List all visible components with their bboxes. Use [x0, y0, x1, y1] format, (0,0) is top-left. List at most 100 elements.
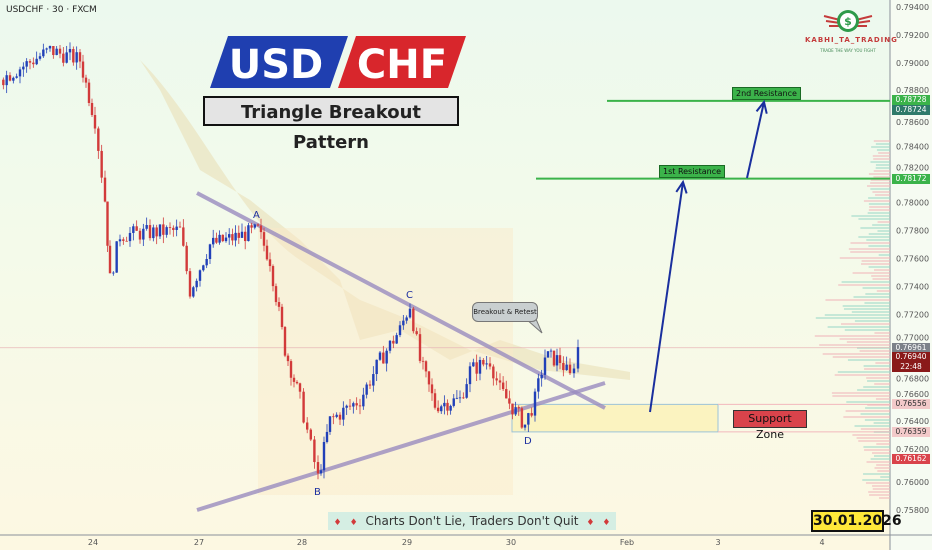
volume-profile-bar — [814, 335, 890, 337]
time-tick: 24 — [88, 538, 98, 547]
price-label: 0.76556 — [892, 399, 930, 410]
target-2-arrow-head — [755, 99, 768, 114]
candle-body — [306, 422, 309, 430]
candle-body — [175, 226, 178, 230]
candle-body — [530, 413, 533, 416]
candle-body — [408, 308, 412, 318]
candle-body — [198, 270, 202, 281]
candle-body — [271, 266, 275, 287]
candle-body — [316, 462, 320, 474]
dollar-coin-wings-icon: $ — [823, 10, 873, 32]
volume-profile-bar — [863, 386, 890, 388]
candle-body — [182, 227, 185, 246]
resistance-2-label: 2nd Resistance — [732, 87, 801, 100]
candle-body — [302, 391, 305, 423]
candle-body — [259, 225, 263, 233]
candle-body — [375, 359, 378, 375]
candle-body — [212, 237, 215, 245]
candle-body — [265, 245, 269, 260]
candle-body — [452, 398, 455, 406]
candle-body — [309, 429, 312, 440]
candle-body — [424, 361, 428, 372]
price-tick: 0.79200 — [896, 31, 929, 40]
point-b-label: B — [314, 487, 321, 498]
volume-profile-bar — [865, 293, 890, 295]
candle-body — [482, 359, 485, 365]
volume-profile-bar — [870, 182, 890, 184]
candle-body — [520, 408, 524, 428]
candle-body — [415, 331, 418, 335]
candle-body — [250, 225, 253, 228]
candle-body — [274, 286, 278, 303]
candle-body — [112, 272, 115, 274]
candle-body — [115, 241, 118, 273]
volume-profile-bar — [858, 440, 890, 442]
volume-profile-bar — [871, 275, 890, 277]
point-c-label: C — [406, 290, 413, 301]
volume-profile-bar — [838, 284, 890, 286]
candle-body — [35, 58, 38, 65]
brand-tagline: TRADE THE WAY YOU FIGHT — [820, 48, 876, 53]
volume-profile-bar — [876, 149, 890, 151]
volume-profile-bar — [872, 191, 890, 193]
volume-profile-bar — [841, 281, 890, 283]
candle-body — [62, 53, 65, 63]
candle-body — [338, 414, 342, 420]
candle-body — [22, 66, 25, 70]
volume-profile-bar — [863, 365, 890, 367]
candle-body — [365, 384, 368, 395]
candle-body — [412, 308, 415, 332]
candle-body — [472, 362, 475, 367]
volume-profile-bar — [867, 404, 890, 406]
candle-body — [215, 237, 218, 243]
candle-body — [15, 76, 18, 78]
time-tick: 30 — [506, 538, 516, 547]
candle-body — [558, 355, 562, 364]
candle-body — [45, 48, 48, 50]
volume-profile-bar — [852, 272, 890, 274]
candle-body — [446, 402, 449, 411]
price-tick: 0.76800 — [896, 374, 929, 383]
volume-profile-bar — [834, 374, 890, 376]
volume-profile-bar — [854, 320, 890, 322]
price-tick: 0.78000 — [896, 199, 929, 208]
diamond-icon: ♦ — [333, 518, 342, 528]
resistance-1-label: 1st Resistance — [659, 165, 726, 178]
candle-body — [543, 357, 547, 375]
candle-body — [192, 287, 195, 297]
volume-profile-bar — [863, 473, 890, 475]
candle-body — [78, 52, 82, 62]
breakout-retest-callout: Breakout & Retest — [472, 302, 538, 322]
volume-profile-bar — [839, 338, 890, 340]
candle-body — [65, 52, 68, 63]
candle-body — [185, 245, 188, 272]
volume-profile-bar — [868, 491, 890, 493]
volume-profile-bar — [846, 341, 890, 343]
time-tick: Feb — [620, 538, 634, 547]
candle-body — [540, 374, 543, 379]
volume-profile-bar — [877, 470, 890, 472]
candle-body — [247, 225, 250, 242]
volume-profile-bar — [851, 215, 890, 217]
volume-profile-bar — [873, 158, 890, 160]
volume-profile-bar — [870, 161, 890, 163]
candle-body — [514, 407, 517, 415]
pattern-title: Triangle Breakout Pattern — [203, 96, 459, 153]
time-tick: 4 — [819, 538, 824, 547]
price-tick: 0.78800 — [896, 86, 929, 95]
volume-profile-bar — [856, 437, 890, 439]
volume-profile-bar — [862, 479, 890, 481]
volume-profile-bar — [873, 140, 890, 142]
price-label-value: 0.76359 — [895, 426, 927, 436]
candle-body — [55, 48, 58, 56]
candle-body — [2, 79, 5, 86]
price-tick: 0.76400 — [896, 417, 929, 426]
candle-body — [546, 351, 550, 358]
price-tick: 0.76600 — [896, 390, 929, 399]
candle-body — [72, 49, 75, 63]
candle-body — [549, 350, 553, 352]
candle-body — [152, 227, 155, 239]
volume-profile-bar — [875, 164, 890, 166]
price-label: 0.76961 — [892, 342, 930, 353]
